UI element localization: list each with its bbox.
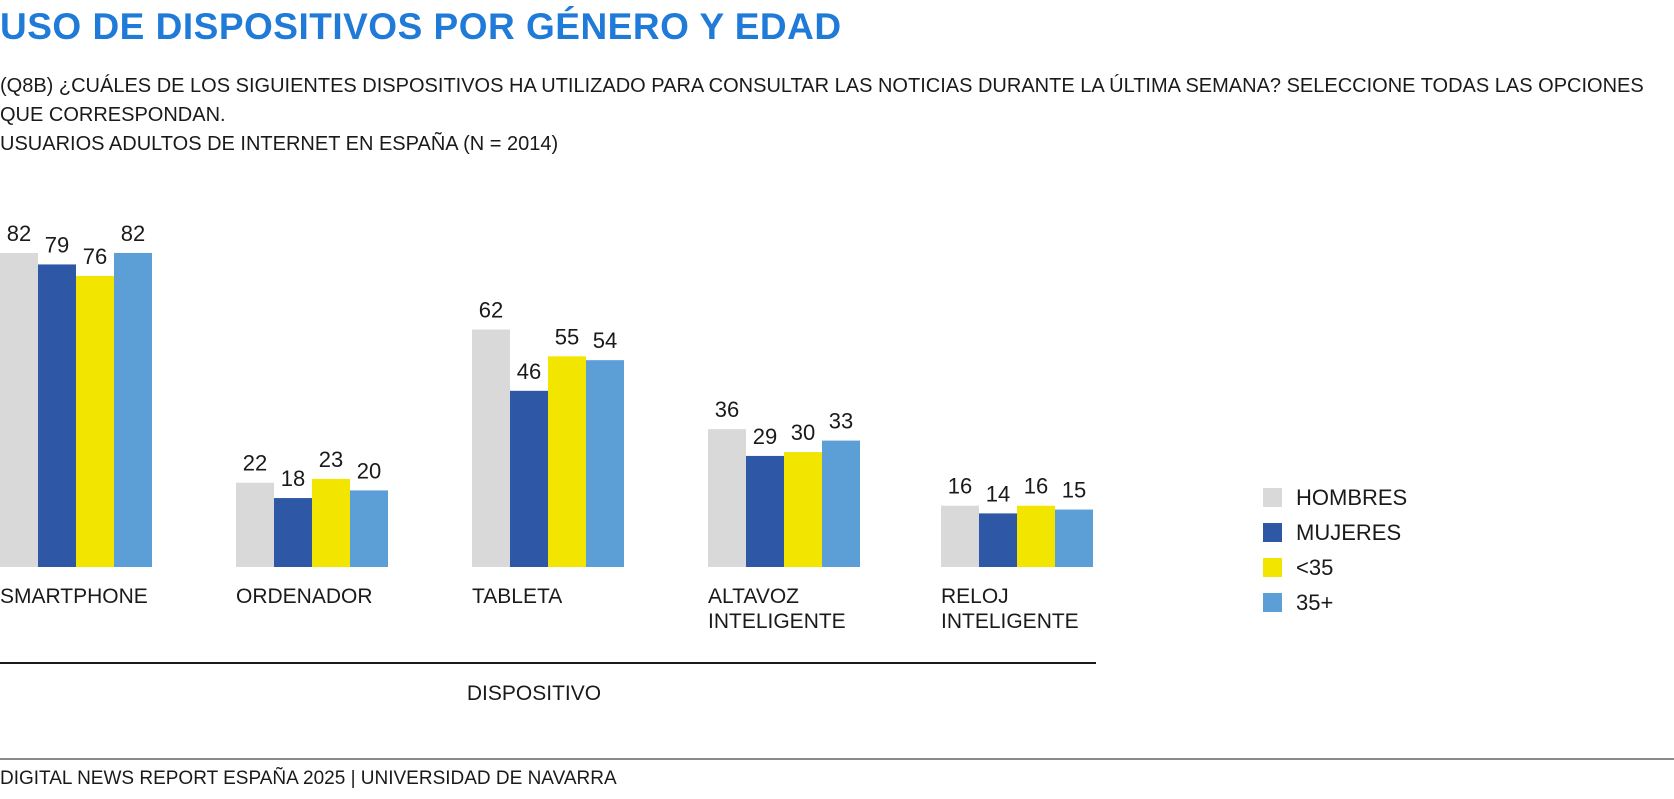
legend-swatch bbox=[1263, 488, 1282, 507]
data-label: 76 bbox=[83, 244, 107, 269]
bar bbox=[746, 455, 784, 567]
footer-source: DIGITAL NEWS REPORT ESPAÑA 2025 | UNIVER… bbox=[0, 768, 617, 789]
bar bbox=[350, 490, 388, 567]
data-label: 29 bbox=[753, 424, 777, 449]
legend-label: 35+ bbox=[1296, 589, 1334, 615]
bar bbox=[1017, 505, 1055, 567]
data-label: 15 bbox=[1062, 478, 1086, 503]
data-label: 20 bbox=[357, 458, 381, 483]
legend-label: HOMBRES bbox=[1296, 484, 1408, 510]
legend: HOMBRES MUJERES <35 35+ bbox=[1263, 480, 1407, 620]
legend-swatch bbox=[1263, 593, 1282, 612]
legend-label: MUJERES bbox=[1296, 519, 1402, 545]
legend-item: 35+ bbox=[1263, 585, 1407, 620]
legend-item: <35 bbox=[1263, 550, 1407, 585]
data-label: 16 bbox=[1024, 474, 1048, 499]
bar bbox=[510, 390, 548, 567]
category-label: TABLETA bbox=[472, 585, 562, 608]
data-label: 54 bbox=[593, 328, 617, 353]
bar bbox=[0, 252, 38, 567]
category-label: INTELIGENTE bbox=[708, 610, 846, 633]
data-label: 16 bbox=[948, 474, 972, 499]
data-label: 30 bbox=[791, 420, 815, 445]
sample-description: USUARIOS ADULTOS DE INTERNET EN ESPAÑA (… bbox=[0, 133, 559, 155]
bar bbox=[38, 264, 76, 567]
bar bbox=[472, 329, 510, 567]
bar bbox=[236, 482, 274, 567]
bar bbox=[586, 360, 624, 567]
bar bbox=[784, 452, 822, 567]
category-label: ALTAVOZ bbox=[708, 585, 799, 608]
bar bbox=[979, 513, 1017, 567]
chart-title: USO DE DISPOSITIVOS POR GÉNERO Y EDAD bbox=[0, 6, 842, 47]
data-label: 18 bbox=[281, 466, 305, 491]
bar bbox=[312, 478, 350, 567]
bar bbox=[274, 498, 312, 567]
bar-chart: 82 79 76 82 SMARTPHONE 22 18 23 20 ORDENADOR 62 46 5… bbox=[0, 221, 1096, 705]
data-label: 36 bbox=[715, 397, 739, 422]
data-label: 14 bbox=[986, 481, 1010, 506]
data-label: 33 bbox=[829, 409, 853, 434]
data-label: 22 bbox=[243, 451, 267, 476]
category-label: SMARTPHONE bbox=[0, 585, 148, 608]
bar bbox=[548, 356, 586, 567]
legend-swatch bbox=[1263, 523, 1282, 542]
category-label: RELOJ bbox=[941, 585, 1009, 608]
bar bbox=[708, 429, 746, 567]
category-label: ORDENADOR bbox=[236, 585, 373, 608]
category-label: INTELIGENTE bbox=[941, 610, 1079, 633]
footer-divider bbox=[0, 758, 1674, 760]
chart-subtitle: (Q8B) ¿CUÁLES DE LOS SIGUIENTES DISPOSIT… bbox=[0, 72, 1660, 159]
data-label: 23 bbox=[319, 447, 343, 472]
bar bbox=[76, 275, 114, 567]
legend-item: MUJERES bbox=[1263, 515, 1407, 550]
bar bbox=[1055, 509, 1093, 567]
data-label: 62 bbox=[479, 298, 503, 323]
data-label: 82 bbox=[7, 221, 31, 246]
survey-question: (Q8B) ¿CUÁLES DE LOS SIGUIENTES DISPOSIT… bbox=[0, 75, 1644, 126]
legend-item: HOMBRES bbox=[1263, 480, 1407, 515]
data-label: 46 bbox=[517, 359, 541, 384]
legend-swatch bbox=[1263, 558, 1282, 577]
bar bbox=[114, 252, 152, 567]
x-axis-title: DISPOSITIVO bbox=[467, 682, 601, 705]
legend-label: <35 bbox=[1296, 554, 1334, 580]
bar bbox=[941, 505, 979, 567]
data-label: 82 bbox=[121, 221, 145, 246]
data-label: 79 bbox=[45, 232, 69, 257]
bar bbox=[822, 440, 860, 567]
data-label: 55 bbox=[555, 324, 579, 349]
